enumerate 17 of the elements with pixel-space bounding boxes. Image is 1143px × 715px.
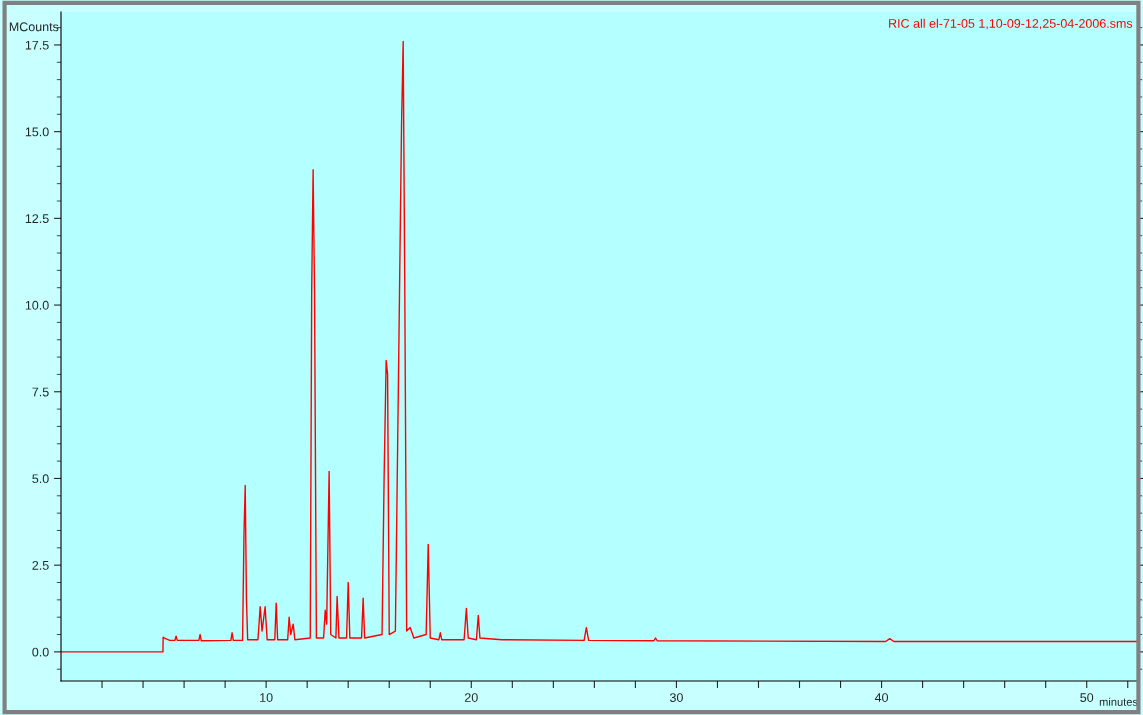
x-tick-label: 30: [669, 693, 683, 702]
y-tick-label: 0.0: [32, 647, 49, 657]
y-tick-label: 10.0: [25, 300, 49, 310]
x-tick-label: 20: [464, 693, 478, 702]
x-tick-label: 40: [874, 693, 889, 702]
y-axis-title: MCounts: [9, 22, 59, 32]
y-tick-label: 17.5: [25, 40, 49, 50]
y-tick-label: 7.5: [32, 387, 49, 397]
y-tick-label: 12.5: [25, 214, 49, 224]
x-axis-title: minutes: [1099, 697, 1138, 706]
chart-title: RIC all el-71-05 1,10-09-12,25-04-2006.sms: [889, 18, 1133, 30]
x-tick-label: 10: [260, 693, 273, 702]
y-tick-label: 2.5: [32, 560, 49, 570]
line-series: [61, 40, 1138, 653]
x-tick-label: 50: [1080, 693, 1094, 702]
y-tick-label: 5.0: [32, 474, 49, 484]
y-tick-label: 15.0: [25, 127, 49, 137]
